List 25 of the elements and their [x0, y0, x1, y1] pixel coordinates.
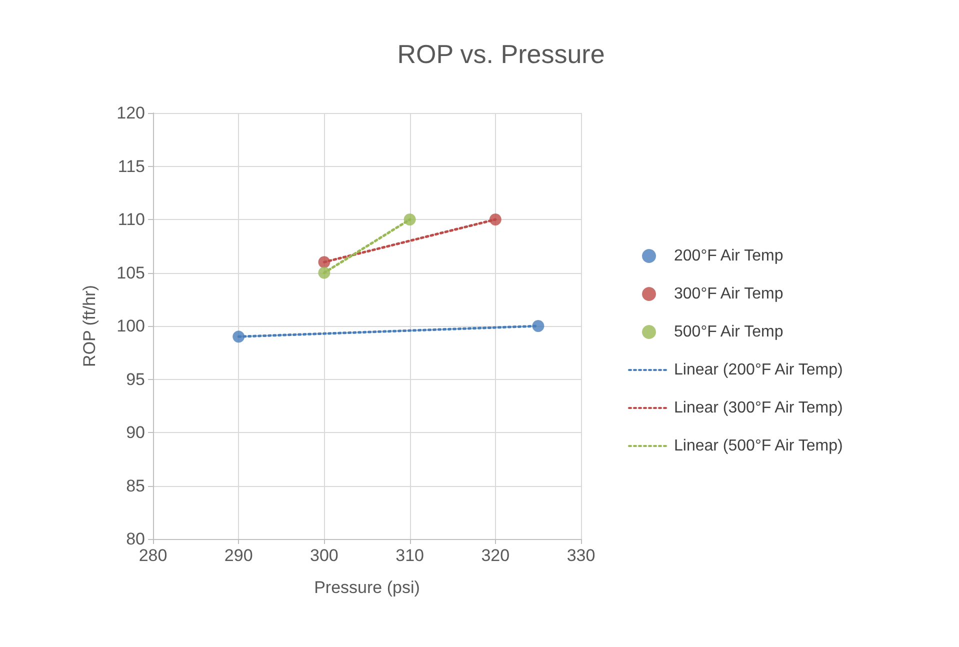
legend-label: 300°F Air Temp — [674, 286, 784, 302]
y-tick-label: 85 — [126, 476, 145, 496]
x-tick-label: 310 — [396, 546, 424, 565]
y-tick-label: 90 — [126, 423, 145, 442]
x-tick-label: 300 — [310, 546, 338, 565]
y-tick-label: 100 — [116, 316, 145, 336]
legend-label: 200°F Air Temp — [674, 248, 784, 264]
x-tick-label: 330 — [566, 546, 596, 565]
y-axis-title: ROP (ft/hr) — [80, 285, 99, 367]
legend-label: 500°F Air Temp — [674, 324, 784, 340]
y-tick-label: 120 — [116, 104, 145, 122]
legend-label: Linear (300°F Air Temp) — [674, 400, 843, 416]
y-tick-label: 115 — [118, 156, 145, 176]
legend-label: Linear (200°F Air Temp) — [674, 362, 843, 378]
chart-title: ROP vs. Pressure — [397, 39, 605, 69]
x-axis-title: Pressure (psi) — [314, 578, 420, 597]
y-tick-label: 95 — [126, 370, 145, 389]
y-tick-label: 80 — [126, 530, 145, 548]
point — [532, 320, 544, 332]
x-tick-label: 320 — [481, 546, 510, 565]
legend-label: Linear (500°F Air Temp) — [674, 438, 843, 454]
x-tick-label: 290 — [224, 546, 253, 565]
y-tick-label: 105 — [116, 263, 145, 282]
y-tick-label: 110 — [118, 210, 145, 229]
x-tick-label: 280 — [138, 546, 168, 565]
